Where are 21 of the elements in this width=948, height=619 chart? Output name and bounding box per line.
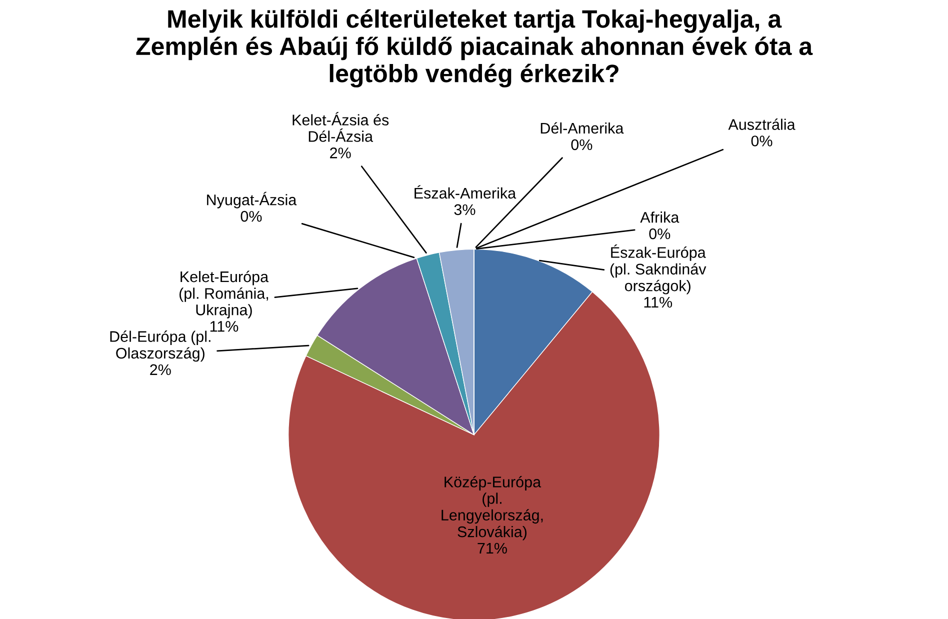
slice-label: Kelet-Ázsia és Dél-Ázsia — [292, 112, 389, 142]
category-label: Nyugat-Ázsia — [207, 192, 297, 208]
category-label: Afrika — [640, 212, 680, 223]
data-label: 2% — [330, 148, 351, 158]
slice-label: Észak-Európa (pl. Sakndináv országok) — [610, 244, 706, 294]
slice-label: Közép-Európa (pl. Lengyelország, Szlovákia) — [442, 476, 543, 540]
text: 0% — [649, 228, 670, 240]
data-label: 11% — [644, 296, 672, 308]
chart-title: Melyik külföldi célterületeket tartja Tokaj-hegyalja, a Zemplén és Abaúj fő küldő piacainak ahonnan évek óta a legtöbb vendég érkezik? — [136, 9, 813, 88]
data-label: 11% — [210, 321, 238, 332]
text: 0% — [240, 210, 262, 222]
text: 0% — [571, 139, 592, 150]
category-label: Dél-Amerika — [540, 122, 624, 134]
category-label: Ausztrália — [728, 118, 796, 130]
slice-label: Észak-Amerika — [414, 185, 516, 199]
slice-label: Kelet-Európa (pl. Románia, Ukrajna) — [179, 270, 269, 318]
slice-label: Dél-Európa (pl. Olaszország) — [110, 330, 210, 362]
data-label: 3% — [454, 204, 476, 216]
data-label: 2% — [150, 364, 171, 376]
text: 0% — [751, 136, 772, 146]
data-label: 71% — [478, 542, 507, 554]
